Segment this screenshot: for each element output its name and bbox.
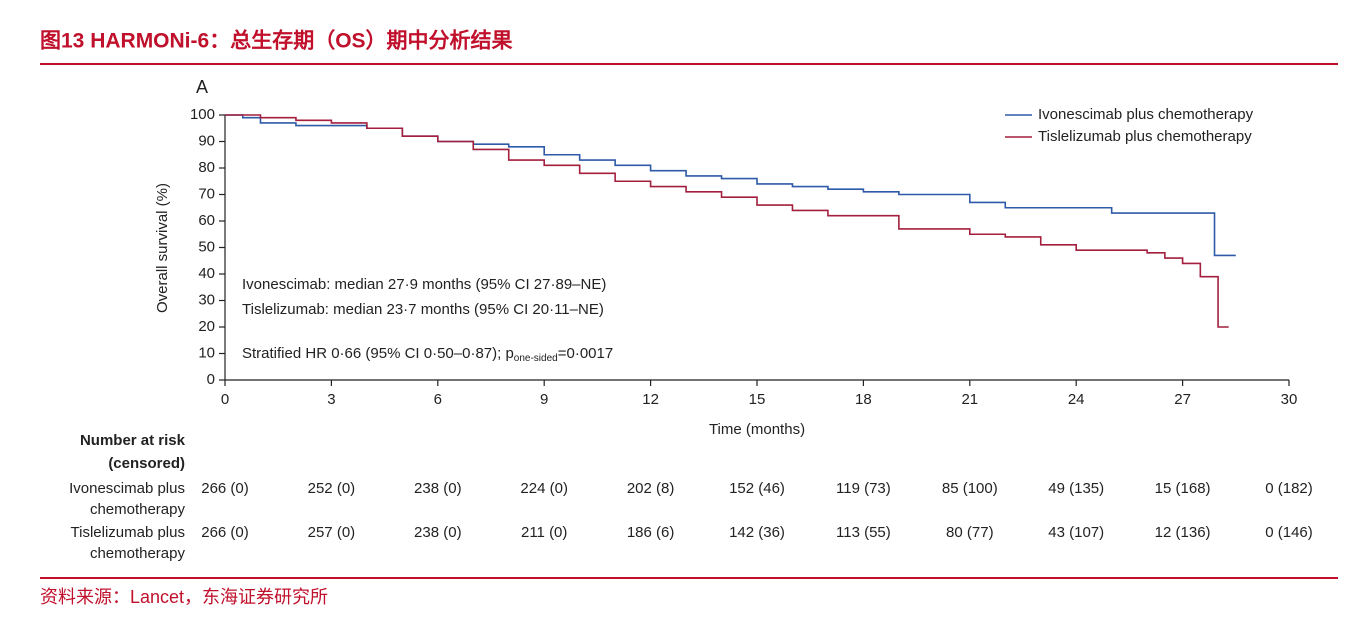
annotation: Tislelizumab: median 23·7 months (95% CI… — [242, 301, 604, 318]
x-tick-label: 27 — [1174, 391, 1191, 408]
x-tick-label: 15 — [749, 391, 766, 408]
risk-value: 266 (0) — [201, 480, 249, 497]
y-tick-label: 90 — [198, 132, 215, 149]
hr-tail: =0·0017 — [558, 345, 613, 362]
survival-curve — [225, 114, 1229, 328]
risk-value: 152 (46) — [729, 480, 785, 497]
header-title: 图13 HARMONi-6：总生存期（OS）期中分析结果 — [40, 29, 513, 53]
risk-row-label: Ivonescimab plus — [69, 480, 185, 497]
source: 资料来源：Lancet，东海证券研究所 — [40, 587, 328, 607]
y-tick-label: 40 — [198, 265, 215, 282]
risk-table-title: (censored) — [108, 455, 185, 472]
x-tick-label: 0 — [221, 391, 229, 408]
legend-label: Ivonescimab plus chemotherapy — [1038, 106, 1254, 123]
x-tick-label: 30 — [1281, 391, 1298, 408]
x-tick-label: 21 — [961, 391, 978, 408]
hr-annotation: Stratified HR 0·66 (95% CI 0·50–0·87); p… — [242, 345, 613, 364]
y-tick-label: 10 — [198, 344, 215, 361]
risk-row-label: chemotherapy — [90, 501, 186, 518]
risk-value: 15 (168) — [1155, 480, 1211, 497]
x-tick-label: 3 — [327, 391, 335, 408]
legend-label: Tislelizumab plus chemotherapy — [1038, 128, 1252, 145]
risk-value: 266 (0) — [201, 524, 249, 541]
x-tick-label: 6 — [434, 391, 442, 408]
risk-value: 186 (6) — [627, 524, 675, 541]
risk-row-label: chemotherapy — [90, 545, 186, 562]
risk-value: 238 (0) — [414, 524, 462, 541]
annotation: Ivonescimab: median 27·9 months (95% CI … — [242, 276, 606, 293]
risk-value: 224 (0) — [520, 480, 568, 497]
risk-value: 252 (0) — [308, 480, 356, 497]
risk-table-title: Number at risk — [80, 432, 186, 449]
panel-label: A — [196, 77, 208, 97]
x-tick-label: 12 — [642, 391, 659, 408]
risk-value: 80 (77) — [946, 524, 994, 541]
risk-value: 211 (0) — [521, 524, 567, 541]
hr-sub: one-sided — [514, 353, 558, 364]
risk-value: 202 (8) — [627, 480, 675, 497]
risk-value: 43 (107) — [1048, 524, 1104, 541]
risk-row-label: Tislelizumab plus — [71, 524, 186, 541]
risk-value: 257 (0) — [308, 524, 356, 541]
risk-value: 12 (136) — [1155, 524, 1211, 541]
y-tick-label: 20 — [198, 318, 215, 335]
x-tick-label: 9 — [540, 391, 548, 408]
y-tick-label: 50 — [198, 238, 215, 255]
y-tick-label: 100 — [190, 106, 215, 123]
y-tick-label: 80 — [198, 159, 215, 176]
x-tick-label: 18 — [855, 391, 872, 408]
risk-value: 113 (55) — [836, 524, 891, 541]
y-tick-label: 30 — [198, 291, 215, 308]
risk-value: 119 (73) — [836, 480, 891, 497]
hr-main: Stratified HR 0·66 (95% CI 0·50–0·87); p — [242, 345, 514, 362]
risk-value: 0 (146) — [1265, 524, 1313, 541]
y-tick-label: 60 — [198, 212, 215, 229]
risk-value: 49 (135) — [1048, 480, 1104, 497]
y-tick-label: 0 — [207, 371, 215, 388]
x-axis-label: Time (months) — [709, 421, 805, 438]
x-tick-label: 24 — [1068, 391, 1085, 408]
y-tick-label: 70 — [198, 185, 215, 202]
risk-value: 238 (0) — [414, 480, 462, 497]
risk-value: 0 (182) — [1265, 480, 1313, 497]
risk-value: 142 (36) — [729, 524, 785, 541]
y-axis-label: Overall survival (%) — [154, 183, 171, 313]
risk-value: 85 (100) — [942, 480, 998, 497]
